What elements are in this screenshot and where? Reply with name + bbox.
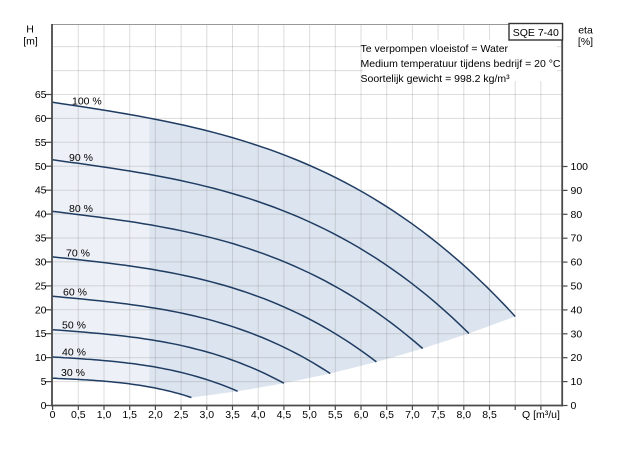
- svg-text:65: 65: [35, 89, 47, 101]
- svg-text:8,5: 8,5: [482, 409, 497, 421]
- svg-text:80: 80: [571, 209, 583, 221]
- svg-text:50 %: 50 %: [62, 319, 86, 331]
- svg-text:5,5: 5,5: [328, 409, 343, 421]
- svg-text:20: 20: [571, 352, 583, 364]
- svg-text:5: 5: [41, 376, 47, 388]
- svg-text:[%]: [%]: [578, 36, 593, 48]
- svg-text:1,0: 1,0: [97, 409, 112, 421]
- svg-text:7,5: 7,5: [431, 409, 446, 421]
- svg-text:Soortelijk gewicht = 998.2 kg/: Soortelijk gewicht = 998.2 kg/m³: [361, 73, 511, 85]
- svg-text:100 %: 100 %: [72, 96, 102, 108]
- svg-text:Medium temperatuur tijdens bed: Medium temperatuur tijdens bedrijf = 20 …: [361, 58, 561, 70]
- svg-text:55: 55: [35, 137, 47, 149]
- svg-text:5,0: 5,0: [302, 409, 317, 421]
- svg-text:eta: eta: [578, 25, 593, 37]
- svg-text:30 %: 30 %: [61, 367, 85, 379]
- svg-text:50: 50: [571, 281, 583, 293]
- svg-text:40: 40: [35, 209, 47, 221]
- svg-text:35: 35: [35, 233, 47, 245]
- svg-text:60: 60: [571, 257, 583, 269]
- svg-text:30: 30: [571, 328, 583, 340]
- svg-text:0: 0: [50, 409, 56, 421]
- svg-text:10: 10: [35, 352, 47, 364]
- svg-text:3,0: 3,0: [199, 409, 214, 421]
- svg-text:8,0: 8,0: [456, 409, 471, 421]
- svg-text:60 %: 60 %: [63, 286, 87, 298]
- svg-text:30: 30: [35, 256, 47, 268]
- svg-text:25: 25: [35, 280, 47, 292]
- svg-text:H: H: [26, 24, 34, 36]
- svg-text:40: 40: [571, 304, 583, 316]
- svg-text:6,5: 6,5: [379, 409, 394, 421]
- svg-text:80 %: 80 %: [69, 203, 93, 215]
- svg-text:4,5: 4,5: [277, 409, 292, 421]
- svg-text:SQE 7-40: SQE 7-40: [513, 27, 559, 39]
- svg-text:50: 50: [35, 161, 47, 173]
- svg-text:Te verpompen vloeistof = Water: Te verpompen vloeistof = Water: [361, 43, 509, 55]
- svg-text:7,0: 7,0: [405, 409, 420, 421]
- svg-text:0,5: 0,5: [71, 409, 86, 421]
- svg-text:2,5: 2,5: [174, 409, 189, 421]
- svg-text:90 %: 90 %: [69, 152, 93, 164]
- svg-text:40 %: 40 %: [62, 346, 86, 358]
- svg-text:Q [m³/u]: Q [m³/u]: [522, 409, 560, 421]
- svg-text:70: 70: [571, 233, 583, 245]
- svg-text:10: 10: [571, 376, 583, 388]
- svg-text:15: 15: [35, 328, 47, 340]
- svg-text:1,5: 1,5: [122, 409, 137, 421]
- svg-text:0: 0: [41, 400, 47, 412]
- svg-text:0: 0: [571, 400, 577, 412]
- svg-text:[m]: [m]: [23, 36, 38, 48]
- svg-text:2,0: 2,0: [148, 409, 163, 421]
- svg-text:60: 60: [35, 113, 47, 125]
- svg-text:45: 45: [35, 185, 47, 197]
- svg-text:3,5: 3,5: [225, 409, 240, 421]
- svg-text:20: 20: [35, 304, 47, 316]
- svg-text:90: 90: [571, 185, 583, 197]
- svg-text:4,0: 4,0: [251, 409, 266, 421]
- svg-text:100: 100: [571, 161, 589, 173]
- svg-text:6,0: 6,0: [354, 409, 369, 421]
- svg-text:70 %: 70 %: [66, 248, 90, 260]
